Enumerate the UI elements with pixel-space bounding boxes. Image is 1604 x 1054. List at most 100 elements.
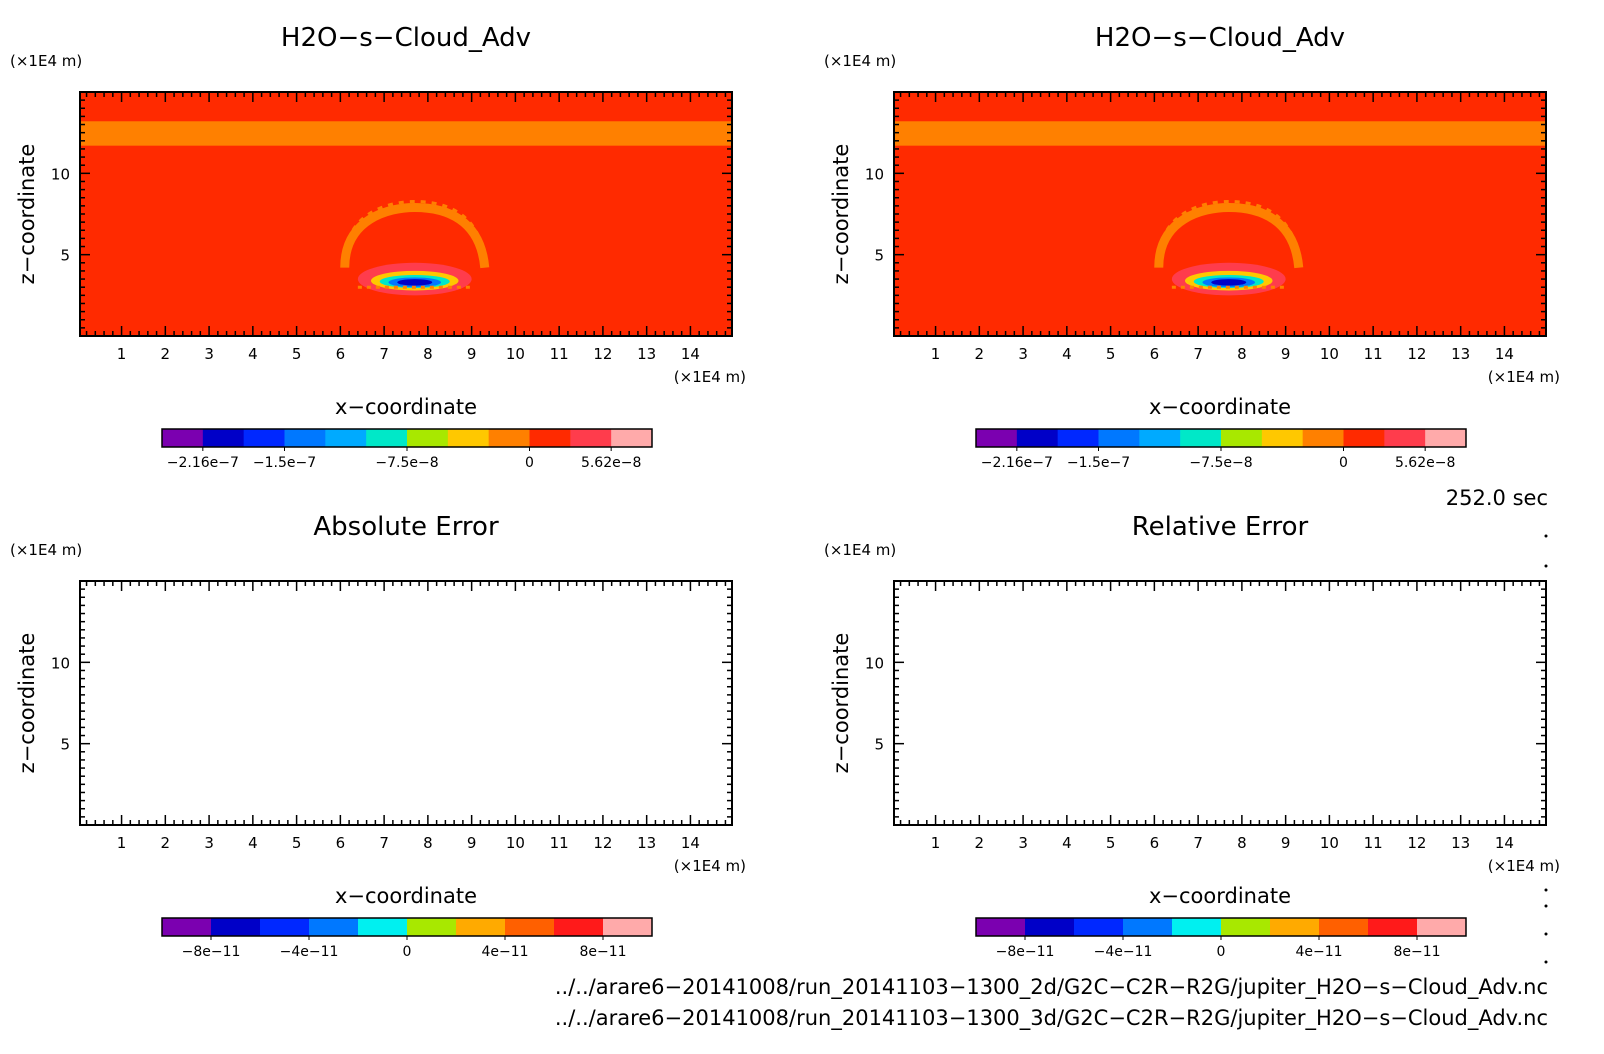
x-tick-label: 14 <box>681 834 700 852</box>
colorbar-tick-label: −2.16e−7 <box>167 455 239 471</box>
colorbar-segment <box>1074 918 1124 936</box>
colorbar-segment <box>505 918 555 936</box>
cloud-arch <box>1154 202 1304 269</box>
colorbar: −8e−11 −4e−11 0 4e−11 8e−11 <box>161 917 653 960</box>
colorbar-segment <box>1368 918 1418 936</box>
x-tick-label: 11 <box>550 345 569 363</box>
x-tick-label: 2 <box>975 834 985 852</box>
panel-title: Relative Error <box>1132 512 1309 542</box>
panel-bl: Absolute Error(×1E4 m)1 2 3 4 5 6 7 8 9 10 11 12 13 1… <box>10 512 746 960</box>
x-tick-label: 3 <box>204 345 214 363</box>
x-tick-label: 5 <box>292 834 302 852</box>
y-axis-label: z−coordinate <box>15 633 39 774</box>
y-axis: 5 10 <box>865 99 1546 329</box>
x-tick-label: 4 <box>1062 834 1072 852</box>
colorbar: −2.16e−7 −1.5e−7 −7.5e−8 0 5.62e−8 <box>161 428 653 471</box>
colorbar: −2.16e−7 −1.5e−7 −7.5e−8 0 5.62e−8 <box>975 428 1467 471</box>
y-unit-label: (×1E4 m) <box>10 541 82 559</box>
colorbar-segment <box>1057 429 1099 447</box>
y-tick-label: 10 <box>865 654 884 672</box>
colorbar-segment <box>1139 429 1181 447</box>
colorbar-tick-label: 4e−11 <box>481 944 528 960</box>
colorbar-segment <box>366 429 408 447</box>
colorbar-segment <box>1319 918 1369 936</box>
colorbar-segment <box>284 429 326 447</box>
colorbar-tick-label: −1.5e−7 <box>253 455 316 471</box>
margin-dot <box>1544 932 1548 936</box>
panel-tr: H2O−s−Cloud_Adv(×1E4 m)1 2 3 4 5 6 7 8 9 10 11 12 13… <box>824 23 1560 471</box>
margin-dot <box>1544 564 1548 568</box>
x-tick-label: 7 <box>1193 834 1203 852</box>
colorbar-segment <box>447 429 490 447</box>
colorbar-segment <box>611 429 653 447</box>
colorbar-segment <box>1343 429 1385 447</box>
colorbar-segment <box>1425 429 1467 447</box>
x-tick-label: 1 <box>117 345 127 363</box>
colorbar-segment <box>1221 429 1263 447</box>
y-unit-label: (×1E4 m) <box>10 52 82 70</box>
x-tick-label: 8 <box>423 834 433 852</box>
x-tick-label: 5 <box>1106 834 1116 852</box>
plot-frame <box>79 580 733 826</box>
colorbar-segment <box>309 918 359 936</box>
colorbar-segment <box>211 918 261 936</box>
x-tick-label: 11 <box>1364 834 1383 852</box>
y-axis-label: z−coordinate <box>829 633 853 774</box>
y-axis-label: z−coordinate <box>829 144 853 285</box>
colorbar-segment <box>1270 918 1320 936</box>
colorbar-segment <box>456 918 506 936</box>
x-unit-label: (×1E4 m) <box>674 368 746 386</box>
x-tick-label: 14 <box>681 345 700 363</box>
colorbar-segment <box>162 429 204 447</box>
y-unit-label: (×1E4 m) <box>824 52 896 70</box>
margin-dot <box>1544 960 1548 964</box>
x-tick-label: 7 <box>379 345 389 363</box>
x-tick-label: 14 <box>1495 834 1514 852</box>
y-axis: 5 10 <box>865 588 1546 818</box>
colorbar-segment <box>1025 918 1075 936</box>
colorbar-segment <box>603 918 653 936</box>
colorbar-segment <box>976 429 1018 447</box>
colorbar-segment <box>1221 918 1271 936</box>
y-tick-label: 5 <box>874 736 884 754</box>
colorbar-segment <box>407 429 449 447</box>
colorbar-segment <box>529 429 571 447</box>
heatmap-band <box>894 121 1546 146</box>
colorbar-tick-label: 0 <box>1217 944 1226 960</box>
cloud-arch <box>340 202 490 269</box>
x-tick-label: 7 <box>1193 345 1203 363</box>
panel-tl: H2O−s−Cloud_Adv(×1E4 m)1 2 3 4 5 6 7 8 9 10 11 12 13… <box>10 23 746 471</box>
colorbar-segment <box>162 918 212 936</box>
colorbar-segment <box>243 429 285 447</box>
y-tick-label: 5 <box>60 247 70 265</box>
y-tick-label: 5 <box>60 736 70 754</box>
colorbar-tick-label: 5.62e−8 <box>581 455 641 471</box>
cloud-core-navy <box>1211 279 1247 286</box>
colorbar-segment <box>488 429 530 447</box>
x-tick-label: 12 <box>1407 345 1426 363</box>
colorbar-segment <box>1261 429 1304 447</box>
x-tick-label: 1 <box>117 834 127 852</box>
cloud-arch-outer <box>343 199 487 262</box>
colorbar-tick-label: −4e−11 <box>280 944 339 960</box>
x-tick-label: 12 <box>593 345 612 363</box>
panel-title: H2O−s−Cloud_Adv <box>281 23 531 53</box>
x-tick-label: 2 <box>161 834 171 852</box>
colorbar-segment <box>1384 429 1426 447</box>
colorbar-segment <box>1172 918 1222 936</box>
colorbar-segment <box>358 918 408 936</box>
y-axis-label: z−coordinate <box>15 144 39 285</box>
x-tick-label: 10 <box>1320 834 1339 852</box>
colorbar-tick-label: 0 <box>525 455 534 471</box>
colorbar-tick-label: −8e−11 <box>182 944 241 960</box>
colorbar-tick-label: 8e−11 <box>579 944 626 960</box>
x-axis-label: x−coordinate <box>335 884 477 908</box>
x-tick-label: 7 <box>379 834 389 852</box>
x-tick-label: 2 <box>161 345 171 363</box>
x-tick-label: 11 <box>1364 345 1383 363</box>
colorbar-tick-label: −4e−11 <box>1094 944 1153 960</box>
x-tick-label: 9 <box>1281 345 1291 363</box>
x-axis: 1 2 3 4 5 6 7 8 9 10 11 12 13 14 <box>85 92 727 363</box>
colorbar-segment <box>1123 918 1173 936</box>
